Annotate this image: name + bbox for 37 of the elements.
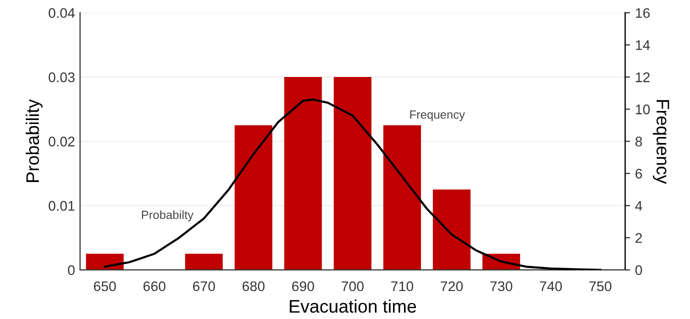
- bar: [234, 125, 272, 270]
- y2-tick-label: 4: [635, 201, 642, 211]
- annotation: Probabilty: [142, 210, 194, 222]
- bar: [334, 77, 372, 270]
- y2-tick-label: 2: [636, 233, 642, 243]
- y-tick-label: 0: [68, 265, 75, 276]
- y-tick-label: 0.04: [48, 8, 75, 18]
- y-axis-title: Probability: [26, 99, 43, 182]
- y2-tick-label: 8: [635, 136, 642, 146]
- y2-tick-label: 10: [636, 104, 650, 114]
- y2-tick-label: 0: [635, 265, 642, 276]
- annotation: Frequency: [410, 110, 465, 122]
- y2-tick-label: 16: [636, 8, 650, 18]
- x-tick-label: 740: [540, 281, 562, 292]
- y2-axis-title: Frequency: [652, 100, 670, 184]
- bar: [284, 77, 322, 270]
- y-tick-label: 0.03: [48, 72, 75, 82]
- line-series: [104, 98, 602, 270]
- x-tick-label: 660: [143, 281, 166, 292]
- y2-tick-label: 12: [636, 72, 650, 82]
- bar: [432, 190, 471, 270]
- bar: [185, 254, 223, 270]
- x-tick-label: 690: [292, 281, 314, 292]
- y2-tick-label: 6: [636, 168, 642, 179]
- x-axis-title: Evacuation time: [290, 299, 416, 313]
- x-tick-label: 670: [193, 281, 215, 292]
- x-tick-label: 730: [490, 281, 512, 292]
- bar: [383, 125, 421, 270]
- x-tick-label: 650: [94, 281, 116, 292]
- x-tick-label: 680: [242, 281, 265, 292]
- y-tick-label: 0.01: [48, 200, 75, 211]
- y-tick-label: 0.02: [48, 136, 74, 146]
- x-tick-label: 700: [342, 281, 364, 292]
- x-tick-label: 710: [391, 281, 414, 292]
- x-tick-label: 720: [440, 281, 463, 292]
- x-tick-label: 750: [589, 281, 612, 292]
- y2-tick-label: 14: [636, 40, 650, 50]
